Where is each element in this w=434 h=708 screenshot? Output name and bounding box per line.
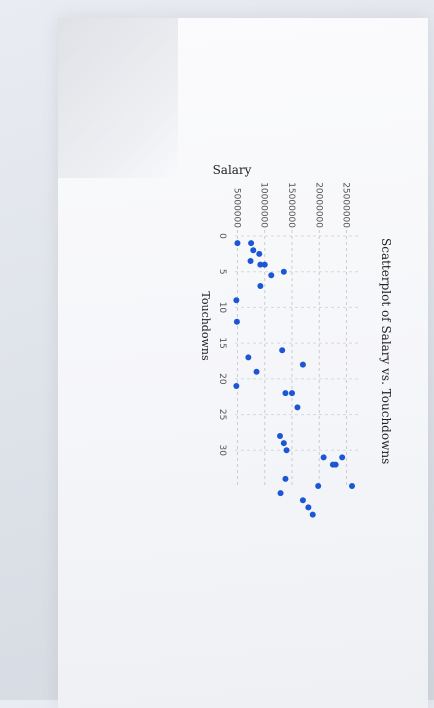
- point-layer: [233, 240, 355, 518]
- data-point: [283, 447, 290, 454]
- data-point: [268, 272, 275, 279]
- y-tick-label: 5000000: [231, 188, 241, 228]
- chart-title: Scatterplot of Salary vs. Touchdowns: [379, 238, 393, 464]
- data-point: [247, 258, 254, 264]
- x-tick-label: 20: [217, 373, 227, 385]
- data-point: [349, 483, 355, 489]
- data-point: [305, 504, 312, 511]
- data-point: [234, 240, 241, 247]
- grid-layer: [232, 230, 358, 486]
- data-point: [279, 347, 286, 354]
- data-point: [233, 383, 240, 389]
- data-point: [320, 454, 327, 461]
- data-point: [245, 354, 252, 361]
- x-tick-label: 5: [217, 269, 227, 275]
- data-point: [289, 390, 295, 397]
- data-point: [280, 268, 287, 275]
- data-point: [261, 261, 268, 268]
- data-point: [315, 483, 322, 489]
- data-point: [233, 297, 240, 304]
- chart-rotated-frame: 0 5 10 15 20 25 30 5000000 10000000 15000000 20000…: [199, 163, 393, 518]
- data-point: [233, 318, 240, 325]
- x-tick-label: 25: [217, 409, 227, 420]
- data-point: [257, 261, 264, 268]
- y-tick-label: 15000000: [286, 182, 296, 228]
- x-tick-label: 10: [217, 302, 227, 314]
- data-point: [256, 250, 263, 257]
- data-point: [277, 433, 283, 439]
- data-point: [299, 361, 306, 368]
- data-point: [250, 247, 257, 254]
- x-axis-label: Touchdowns: [199, 291, 212, 361]
- data-point: [282, 475, 289, 482]
- data-point: [282, 390, 289, 397]
- data-point: [294, 404, 301, 411]
- data-point: [339, 454, 346, 461]
- x-tick-label: 0: [217, 233, 227, 239]
- photo-background: [58, 18, 428, 708]
- data-point: [332, 461, 339, 468]
- data-point: [257, 283, 264, 289]
- data-point: [277, 490, 284, 497]
- y-tick-label: 25000000: [341, 182, 351, 228]
- data-point: [248, 240, 255, 247]
- data-point: [299, 497, 306, 504]
- y-tick-label: 10000000: [259, 182, 269, 228]
- x-tick-label: 30: [217, 445, 227, 457]
- data-point: [253, 368, 260, 375]
- data-point: [309, 511, 316, 518]
- data-point: [280, 440, 287, 447]
- x-tick-label: 15: [217, 337, 227, 348]
- tick-layer: 0 5 10 15 20 25 30 5000000 10000000 15000000 20000…: [217, 182, 351, 456]
- y-axis-label: Salary: [213, 163, 252, 177]
- y-tick-label: 20000000: [313, 182, 323, 228]
- page-shadow: [58, 18, 178, 178]
